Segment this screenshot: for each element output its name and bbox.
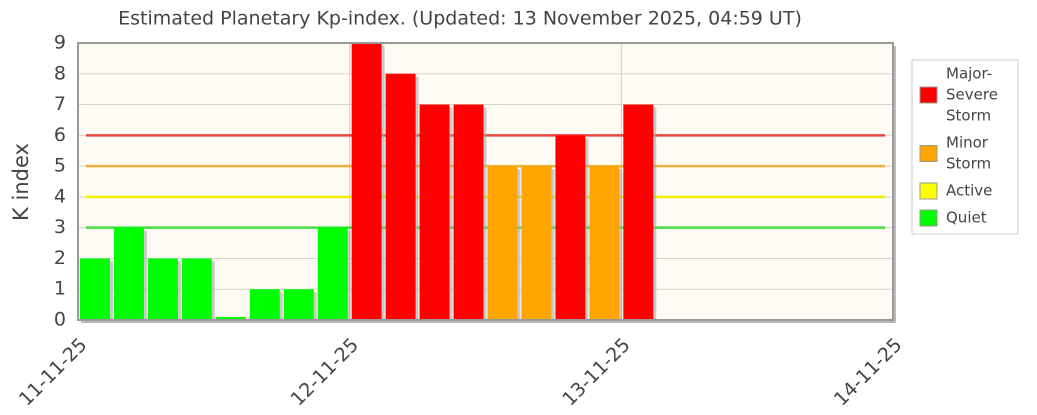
bar [351,43,382,320]
x-tick-label: 11-11-25 [15,334,92,411]
bar [283,289,314,320]
legend-swatch [919,86,938,104]
legend-swatch [919,182,938,200]
y-tick-label: 2 [54,247,66,269]
legend-label: Major- [946,65,992,83]
y-tick-label: 7 [54,93,66,115]
bar [623,104,654,320]
legend-label: Quiet [946,209,987,227]
bar [487,166,518,320]
y-tick-label: 6 [54,124,66,146]
bar [453,104,484,320]
legend-swatch [919,145,938,162]
legend: Major- Severe Storm Minor Storm Active Quiet [911,59,1019,235]
y-tick-label: 3 [54,216,66,238]
bar [249,289,280,320]
y-axis-label: K index [9,143,33,221]
bar [419,104,450,320]
y-tick-label: 8 [54,62,66,84]
bar [317,227,348,320]
bar [181,258,212,320]
bar [147,258,178,320]
chart-title: Estimated Planetary Kp-index. (Updated: … [118,8,802,30]
legend-label: Storm [946,107,991,125]
y-tick-label: 0 [54,309,66,331]
bar [385,73,416,321]
x-tick-label: 12-11-25 [287,334,364,411]
bar [80,258,110,320]
bar [555,135,586,320]
plot-frame [77,42,894,321]
bar [521,166,552,320]
x-tick-label: 13-11-25 [558,334,635,411]
y-tick-label: 5 [54,155,66,177]
legend-label: Severe [946,86,998,104]
bar [113,227,144,320]
bar [589,166,620,320]
legend-swatch [919,209,938,227]
x-tick-label: 14-11-25 [830,334,907,411]
legend-label: Active [946,182,992,200]
y-tick-label: 9 [54,32,66,54]
y-tick-label: 4 [54,185,66,207]
bar [215,316,246,320]
y-tick-label: 1 [54,278,66,300]
legend-label: Storm [946,155,991,173]
legend-label: Minor [946,134,989,152]
